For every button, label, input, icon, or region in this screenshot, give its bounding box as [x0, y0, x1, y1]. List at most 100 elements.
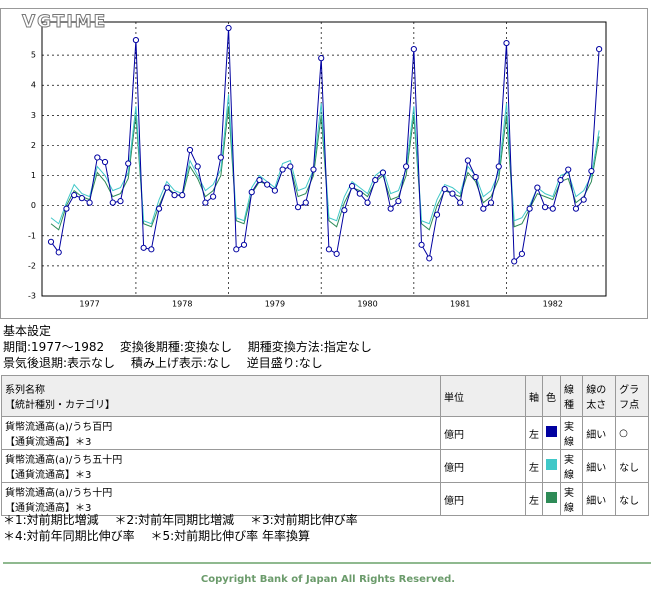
point: [225, 24, 232, 32]
point: [210, 193, 217, 200]
header: 単位: [440, 375, 526, 417]
point: [125, 160, 132, 167]
point: [364, 199, 371, 206]
point: [372, 176, 379, 184]
line-width: 細い: [582, 416, 617, 450]
point: [449, 190, 456, 197]
point: [240, 241, 248, 248]
point: [86, 199, 93, 206]
y-tick-label: 3: [31, 111, 36, 120]
point: [565, 166, 572, 173]
series-name: 貨幣流通高(a)/うち五十円: [5, 455, 123, 466]
y-tick-label: -3: [28, 292, 36, 301]
point: [487, 199, 495, 206]
point: [333, 250, 340, 257]
point: [179, 192, 186, 199]
series-name: 貨幣流通高(a)/うち百円: [5, 422, 113, 433]
points: なし: [615, 449, 649, 483]
color-swatch: [546, 492, 557, 503]
point: [71, 192, 78, 199]
point: [433, 211, 441, 218]
y-tick-label: 2: [31, 141, 36, 150]
point: [457, 199, 464, 206]
line-type: 実線: [559, 449, 584, 483]
chart-frame: [0, 8, 648, 319]
point: [171, 192, 178, 199]
color-cell: [542, 482, 561, 516]
point: [518, 250, 526, 257]
y-tick-label: 5: [31, 51, 36, 60]
point: [403, 163, 410, 170]
settings: 基本設定 期間:1977～1982 変換後期種:変換なし 期種変換方法:指定なし…: [3, 323, 372, 371]
point: [117, 198, 124, 205]
header: 【統計種別・カテゴリ】: [5, 400, 115, 411]
header: 色: [542, 375, 561, 417]
header: 軸: [525, 375, 543, 417]
point: [356, 190, 363, 197]
color-cell: [542, 449, 561, 483]
x-tick-label: 1980: [357, 300, 377, 309]
line-type: 実線: [559, 482, 584, 516]
point: [148, 246, 155, 253]
point: [341, 207, 348, 214]
point: [348, 182, 356, 190]
point: [55, 249, 62, 256]
series-category: 【通貨流通高】＊3: [5, 437, 92, 448]
settings-heading: 基本設定: [3, 324, 52, 338]
header: 線種: [559, 375, 584, 417]
unit: 億円: [440, 416, 526, 450]
point: [480, 205, 487, 212]
point: [572, 205, 580, 212]
point: [217, 154, 224, 161]
point: [534, 184, 541, 191]
x-tick-label: 1979: [265, 300, 285, 309]
point: [495, 163, 502, 170]
color-swatch: [546, 426, 557, 437]
point: [94, 154, 101, 161]
point: [140, 244, 147, 251]
point: [441, 186, 448, 193]
footer: Copyright Bank of Japan All Rights Reser…: [200, 574, 456, 585]
point: [472, 173, 479, 181]
point: [387, 205, 394, 212]
point: [256, 176, 263, 184]
line-width: 細い: [582, 482, 617, 516]
color-cell: [542, 416, 561, 450]
point: [418, 241, 425, 248]
point: [395, 198, 402, 205]
point: [186, 146, 194, 154]
unit: 億円: [440, 449, 526, 483]
y-tick-label: 0: [31, 201, 36, 210]
note: ＊4:対前年同期比伸び率 ＊5:対前期比伸び率 年率換算: [3, 529, 310, 543]
divider: [3, 562, 651, 564]
point: [464, 157, 471, 164]
point: [202, 199, 209, 206]
points: なし: [615, 482, 649, 516]
point: [194, 163, 201, 170]
header: 系列名称: [5, 385, 45, 396]
points: ○: [615, 416, 649, 450]
point: [271, 187, 278, 194]
header: グラフ点: [615, 375, 649, 417]
line-width: 細い: [582, 449, 617, 483]
axis: 左: [525, 482, 543, 516]
point: [580, 196, 587, 203]
point: [287, 163, 294, 170]
y-tick-label: 1: [31, 171, 36, 180]
x-tick-label: 1982: [543, 300, 563, 309]
point: [233, 246, 240, 253]
point: [155, 205, 163, 212]
x-tick-label: 1978: [172, 300, 192, 309]
series-category: 【通貨流通高】＊3: [5, 470, 92, 481]
point: [279, 166, 286, 173]
y-tick-label: 4: [31, 81, 36, 90]
point: [302, 199, 309, 206]
y-tick-label: -1: [28, 231, 36, 240]
series-category: 【通貨流通高】＊3: [5, 503, 92, 514]
point: [549, 205, 556, 212]
point: [596, 45, 603, 53]
plot-area: [41, 21, 607, 297]
axis: 左: [525, 416, 543, 450]
series-name: 貨幣流通高(a)/うち十円: [5, 488, 113, 499]
